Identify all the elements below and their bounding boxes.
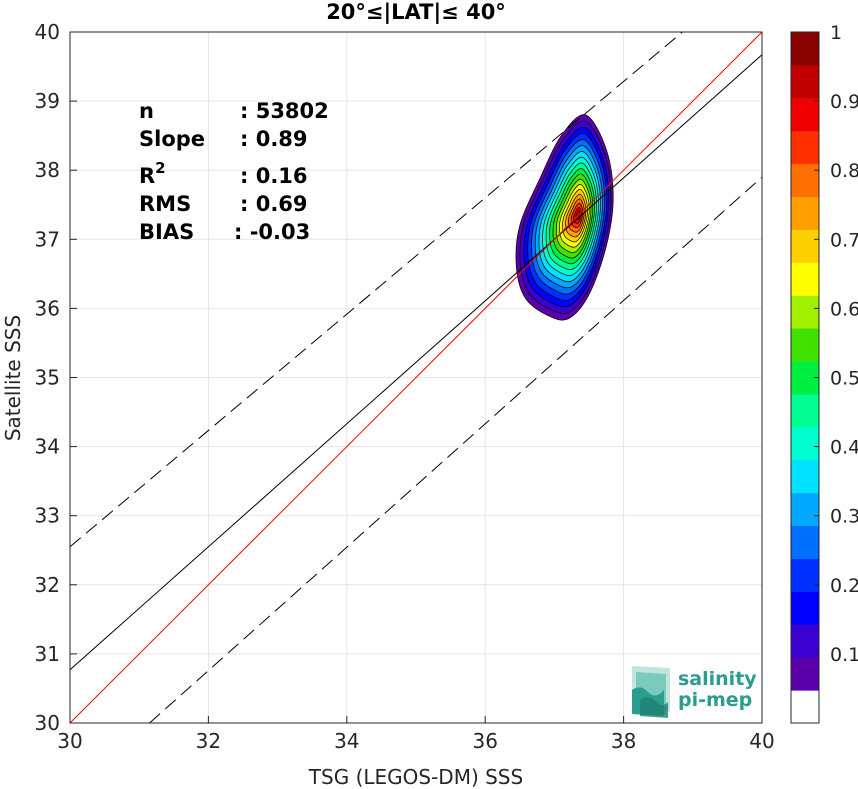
stat-bias-label: BIAS bbox=[139, 220, 194, 244]
y-tick-label: 35 bbox=[35, 366, 60, 390]
chart-title: 20°≤|LAT|≤ 40° bbox=[326, 0, 506, 25]
x-tick-label: 30 bbox=[57, 729, 82, 753]
stat-bias-value: : -0.03 bbox=[234, 220, 310, 244]
logo-line1: salinity bbox=[678, 668, 757, 690]
colorbar-band bbox=[791, 295, 819, 329]
colorbar-tick-label: 0.6 bbox=[830, 298, 858, 320]
identity-line bbox=[69, 31, 763, 724]
stat-rms-value: : 0.69 bbox=[240, 192, 308, 216]
colorbar-band bbox=[791, 262, 819, 296]
stat-r2-base: R bbox=[139, 164, 155, 188]
grid bbox=[69, 31, 763, 724]
colorbar-band bbox=[791, 64, 819, 99]
y-tick-label: 38 bbox=[35, 158, 60, 182]
y-tick-label: 30 bbox=[35, 711, 60, 735]
colorbar-band bbox=[791, 558, 819, 592]
colorbar-band bbox=[791, 97, 819, 132]
colorbar-tick-label: 0.5 bbox=[830, 368, 858, 390]
colorbar-band bbox=[791, 657, 819, 691]
stat-n-label: n bbox=[139, 99, 154, 123]
colorbar: 0.1 0.2 0.3 0.4 0.5 0.6 0.7 0.8 0.9 1 bbox=[790, 22, 858, 724]
colorbar-tick-label: 0.7 bbox=[830, 229, 858, 251]
y-tick-label: 33 bbox=[35, 504, 60, 528]
stat-r2-label: R2 bbox=[139, 159, 166, 188]
colorbar-ticks: 0.1 0.2 0.3 0.4 0.5 0.6 0.7 0.8 0.9 1 bbox=[814, 22, 858, 666]
logo-line2: pi-mep bbox=[678, 689, 752, 711]
colorbar-band bbox=[791, 229, 819, 263]
colorbar-tick-label: 0.4 bbox=[830, 437, 858, 459]
x-tick-label: 36 bbox=[472, 729, 497, 753]
y-tick-label: 37 bbox=[35, 227, 60, 251]
colorbar-band bbox=[791, 393, 819, 428]
colorbar-band bbox=[791, 163, 819, 198]
y-axis-ticks: 30 31 32 33 34 35 36 37 38 39 40 bbox=[35, 20, 77, 735]
x-axis-ticks: 30 32 34 36 38 40 bbox=[57, 716, 775, 753]
salinity-pimep-logo: salinity pi-mep bbox=[632, 666, 757, 718]
plot-area: 30 32 34 36 38 40 30 31 32 33 34 35 36 37 38 39 40 bbox=[35, 20, 775, 753]
x-tick-label: 40 bbox=[749, 729, 774, 753]
x-axis-label: TSG (LEGOS-DM) SSS bbox=[308, 765, 523, 789]
stat-slope-label: Slope bbox=[139, 127, 205, 151]
colorbar-band bbox=[791, 196, 819, 230]
x-tick-label: 34 bbox=[334, 729, 359, 753]
stats-box: n : 53802 Slope : 0.89 R2 : 0.16 RMS : 0… bbox=[139, 99, 329, 244]
colorbar-band bbox=[791, 492, 819, 527]
stat-slope-value: : 0.89 bbox=[240, 127, 308, 151]
density-contours bbox=[515, 114, 614, 321]
y-axis-label: Satellite SSS bbox=[1, 315, 25, 441]
colorbar-band bbox=[791, 690, 819, 724]
colorbar-tick-label: 0.8 bbox=[830, 160, 858, 182]
colorbar-tick-label: 0.9 bbox=[830, 91, 858, 113]
regression-line bbox=[69, 54, 763, 671]
colorbar-band bbox=[791, 426, 819, 461]
colorbar-band bbox=[791, 130, 819, 165]
colorbar-tick-label: 1 bbox=[830, 22, 842, 44]
x-tick-label: 32 bbox=[196, 729, 221, 753]
stat-r2-sup: 2 bbox=[155, 159, 165, 177]
reference-lines bbox=[69, 31, 763, 724]
y-tick-label: 39 bbox=[35, 89, 60, 113]
wave-logo-icon bbox=[632, 666, 670, 718]
y-tick-label: 40 bbox=[35, 20, 60, 44]
x-tick-label: 38 bbox=[611, 729, 636, 753]
colorbar-tick-label: 0.2 bbox=[830, 575, 858, 597]
colorbar-band bbox=[791, 525, 819, 559]
colorbar-band bbox=[791, 32, 819, 66]
y-tick-label: 31 bbox=[35, 642, 60, 666]
colorbar-tick-label: 0.3 bbox=[830, 506, 858, 528]
colorbar-band bbox=[791, 591, 819, 625]
y-tick-label: 32 bbox=[35, 573, 60, 597]
colorbar-band bbox=[791, 459, 819, 494]
colorbar-band bbox=[791, 624, 819, 658]
stat-r2-value: : 0.16 bbox=[240, 164, 308, 188]
colorbar-tick-label: 0.1 bbox=[830, 644, 858, 666]
stat-rms-label: RMS bbox=[139, 192, 191, 216]
stat-n-value: : 53802 bbox=[240, 99, 329, 123]
colorbar-band bbox=[791, 328, 819, 362]
y-tick-label: 34 bbox=[35, 435, 60, 459]
upper-bound-dashed-line bbox=[69, 31, 683, 548]
lower-bound-dashed-line bbox=[149, 176, 763, 724]
y-tick-label: 36 bbox=[35, 296, 60, 320]
